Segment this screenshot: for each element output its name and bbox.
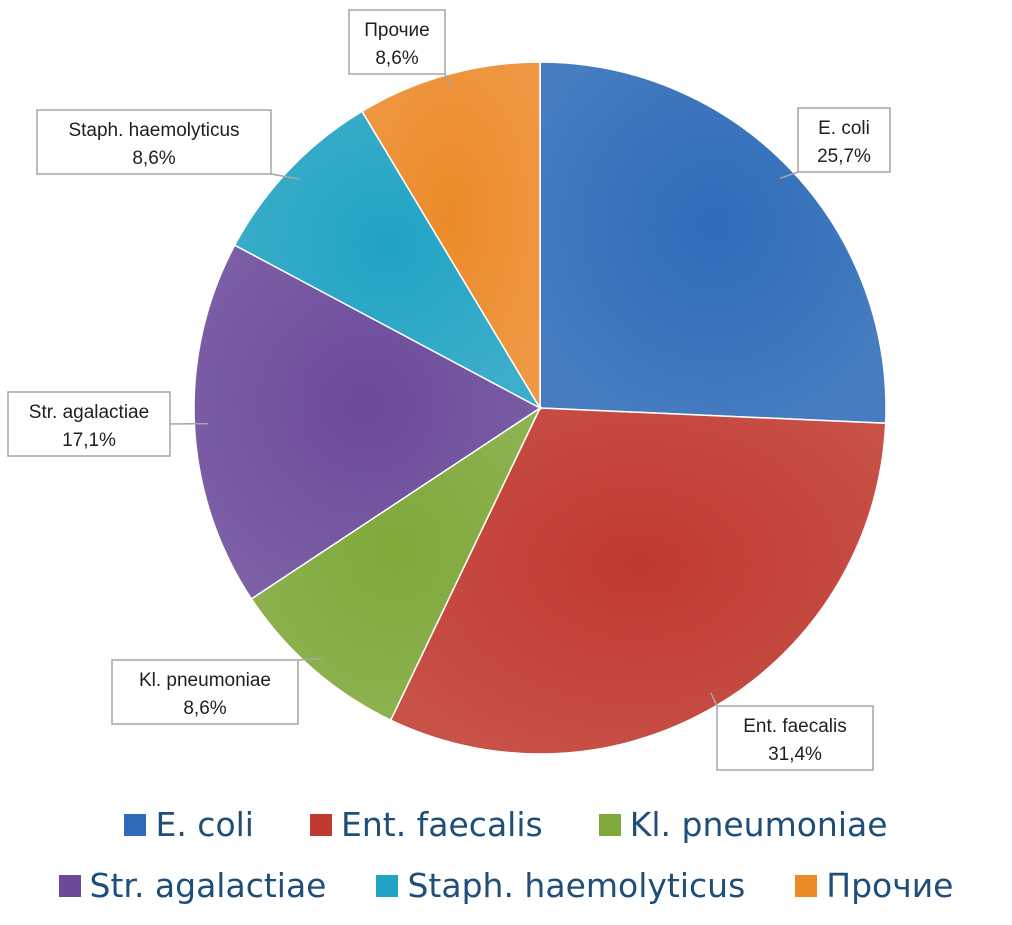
- legend-swatch: [309, 813, 332, 836]
- leader-line: [297, 657, 322, 661]
- label-category: Ent. faecalis: [743, 716, 847, 737]
- legend-swatch: [376, 874, 399, 897]
- label-value: 8,6%: [132, 148, 175, 169]
- label-value: 8,6%: [183, 698, 226, 719]
- label-category: Staph. haemolyticus: [68, 120, 239, 141]
- label-value: 8,6%: [375, 48, 418, 69]
- pie-slice-2: [250, 405, 542, 722]
- label-category: E. coli: [818, 118, 870, 139]
- legend-swatch: [124, 813, 147, 836]
- leader-line: [270, 173, 300, 180]
- data-label-1: Ent. faecalis 31,4%: [710, 692, 874, 771]
- label-box: [348, 9, 446, 75]
- legend-swatch: [795, 874, 818, 897]
- legend-item-e-coli: E. coli: [124, 805, 254, 844]
- label-category: Прочие: [364, 20, 429, 41]
- legend-label: Str. agalactiae: [89, 866, 327, 905]
- pie-slice-4: [233, 110, 543, 410]
- data-label-4: Staph. haemolyticus 8,6%: [36, 109, 300, 180]
- legend-item-staph-haemolyticus: Staph. haemolyticus: [376, 866, 745, 905]
- leader-line: [710, 692, 718, 707]
- legend-item-str-agalactiae: Str. agalactiae: [58, 866, 327, 905]
- label-category: Kl. pneumoniae: [139, 670, 271, 691]
- label-value: 31,4%: [768, 744, 822, 765]
- label-box: [7, 391, 171, 457]
- label-box: [797, 107, 891, 173]
- legend-label: Прочие: [826, 866, 954, 905]
- leader-line: [444, 73, 453, 89]
- label-box: [716, 705, 874, 771]
- pie-slices: [193, 61, 887, 755]
- pie-slice-5: [360, 61, 541, 411]
- pie-slice-1: [389, 407, 887, 755]
- legend-row-2: Str. agalactiae Staph. haemolyticus Проч…: [0, 866, 1012, 905]
- data-label-0: E. coli 25,7%: [779, 107, 891, 180]
- pie-chart: E. coli 25,7% Ent. faecalis 31,4% Kl. pneumo…: [7, 9, 891, 771]
- legend-row-1: E. coli Ent. faecalis Kl. pneumoniae: [0, 805, 1012, 844]
- label-value: 17,1%: [62, 430, 116, 451]
- legend-swatch: [598, 813, 621, 836]
- legend-item-ent-faecalis: Ent. faecalis: [309, 805, 543, 844]
- label-value: 25,7%: [817, 146, 871, 167]
- legend-swatch: [58, 874, 81, 897]
- label-box: [36, 109, 272, 175]
- label-box: [111, 659, 299, 725]
- pie-slice-0: [539, 61, 887, 424]
- legend-label: Staph. haemolyticus: [407, 866, 746, 905]
- leader-line: [779, 171, 799, 180]
- legend-item-kl-pneumoniae: Kl. pneumoniae: [598, 805, 888, 844]
- data-label-2: Kl. pneumoniae 8,6%: [111, 657, 322, 725]
- label-category: Str. agalactiae: [29, 402, 149, 423]
- data-label-5: Прочие 8,6%: [348, 9, 453, 89]
- legend-item-other: Прочие: [795, 866, 953, 905]
- legend-label: Ent. faecalis: [340, 805, 543, 844]
- legend-label: Kl. pneumoniae: [629, 805, 888, 844]
- data-label-callouts: E. coli 25,7% Ent. faecalis 31,4% Kl. pneumo…: [7, 9, 891, 771]
- legend-label: E. coli: [155, 805, 254, 844]
- data-label-3: Str. agalactiae 17,1%: [7, 391, 209, 457]
